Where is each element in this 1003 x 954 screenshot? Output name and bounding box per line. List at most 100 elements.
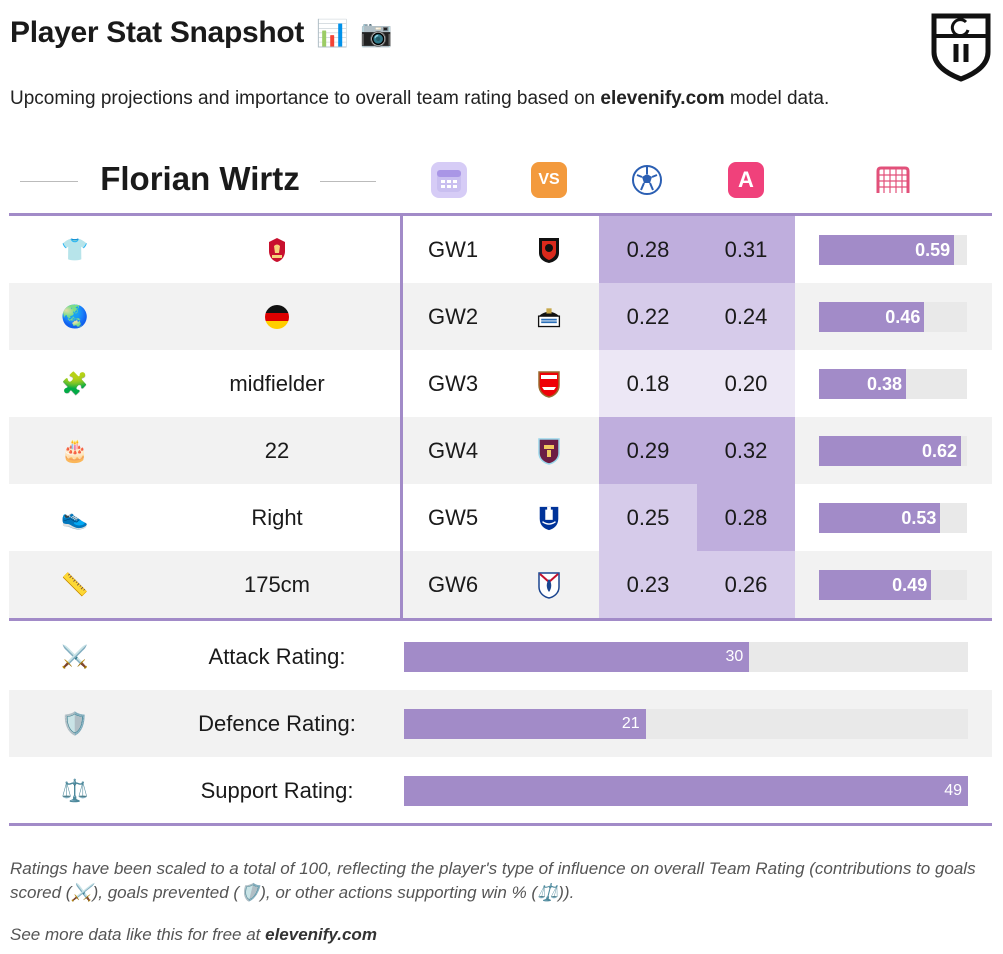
- total-value: 0.62: [921, 441, 957, 461]
- goal-projection: 0.25: [599, 484, 697, 551]
- assist-projection: 0.26: [697, 551, 795, 618]
- rating-value: 21: [621, 715, 640, 732]
- subtitle-text-end: model data.: [724, 88, 830, 109]
- bournemouth-crest: [536, 235, 562, 265]
- arsenal-crest: [536, 369, 562, 399]
- football-icon: [629, 162, 665, 198]
- profile-cell: Right: [159, 484, 395, 551]
- assist-projection: 0.20: [697, 350, 795, 417]
- profile-value: midfielder: [229, 370, 325, 396]
- total-bar-fill: 0.59: [819, 235, 955, 265]
- rating-bar: 49: [404, 776, 968, 806]
- table-top-rule: [9, 213, 992, 216]
- see-more: See more data like this for free at elev…: [10, 925, 377, 945]
- goal-projection: 0.28: [599, 216, 697, 283]
- assist-projection: 0.28: [697, 484, 795, 551]
- scales-icon: ⚖️: [537, 883, 559, 902]
- rating-bar: 21: [404, 709, 968, 739]
- see-more-text: See more data like this for free at: [10, 925, 266, 944]
- opponent-burnley-crest: [519, 417, 579, 484]
- shoe-icon: 👟: [61, 504, 89, 530]
- gameweek-label: GW1: [428, 236, 479, 262]
- rating-row: ⚔️ Attack Rating: 30: [9, 623, 992, 690]
- goal-projection: 0.23: [599, 551, 697, 618]
- shield-icon: 🛡️: [239, 883, 261, 902]
- rating-row: ⚖️ Support Rating: 49: [9, 757, 992, 824]
- assist-projection: 0.31: [697, 216, 795, 283]
- rating-bar: 30: [404, 642, 968, 672]
- rating-value: 30: [725, 648, 744, 665]
- a-button-icon: A: [728, 162, 764, 198]
- elevenify-logo-icon: [931, 13, 991, 82]
- cake-icon: 🎂: [61, 437, 89, 463]
- total-value: 0.53: [901, 508, 937, 528]
- subtitle: Upcoming projections and importance to o…: [10, 88, 829, 110]
- profile-cell: 22: [159, 417, 395, 484]
- burnley-crest: [536, 436, 562, 466]
- profile-value: 175cm: [243, 571, 311, 597]
- total-bar: 0.53: [819, 503, 967, 533]
- shirt-icon: 👕: [61, 236, 89, 262]
- total-value: 0.59: [915, 240, 951, 260]
- profile-cell: [159, 283, 395, 350]
- total-bar-fill: 0.53: [819, 503, 941, 533]
- footnote-text: )).: [558, 883, 575, 902]
- rating-value: 49: [944, 782, 962, 799]
- column-separator: [400, 215, 403, 619]
- bar-chart-icon: 📊: [316, 17, 349, 48]
- page-title: Player Stat Snapshot 📊 📷: [10, 16, 393, 50]
- crossed-swords-icon: ⚔️: [71, 883, 93, 902]
- scales-icon: ⚖️: [61, 777, 89, 803]
- player-name: Florian Wirtz: [100, 160, 300, 197]
- gameweek-label: GW3: [428, 370, 479, 396]
- see-more-link[interactable]: elevenify.com: [265, 925, 377, 944]
- crystal-palace-crest: [536, 570, 562, 600]
- footnote-text: ), goals prevented (: [92, 883, 240, 902]
- table-header: Florian Wirtz VS A: [0, 148, 1003, 212]
- goal-projection: 0.22: [599, 283, 697, 350]
- goal-projection: 0.18: [599, 350, 697, 417]
- rating-label: Defence Rating:: [198, 710, 356, 736]
- table-row: 👕 GW1 0.28 0.31 0.59: [9, 216, 992, 283]
- divider: [320, 181, 376, 182]
- opponent-everton-crest: [519, 484, 579, 551]
- subtitle-text: Upcoming projections and importance to o…: [10, 88, 601, 109]
- assist-projection: 0.24: [697, 283, 795, 350]
- gameweek-label: GW4: [428, 437, 479, 463]
- rating-row: 🛡️ Defence Rating: 21: [9, 690, 992, 757]
- assist-projection: 0.32: [697, 417, 795, 484]
- profile-cell: [159, 216, 395, 283]
- subtitle-site-link[interactable]: elevenify.com: [600, 88, 725, 109]
- ratings-top-rule: [9, 618, 992, 621]
- germany-flag: [264, 302, 290, 332]
- crossed-swords-icon: ⚔️: [61, 643, 89, 669]
- opponent-crystal-palace-crest: [519, 551, 579, 618]
- puzzle-icon: 🧩: [61, 370, 89, 396]
- table-row: 🎂 22 GW4 0.29 0.32 0.62: [9, 417, 992, 484]
- globe-icon: 🌏: [61, 303, 89, 329]
- total-bar: 0.49: [819, 570, 967, 600]
- opponent-arsenal-crest: [519, 350, 579, 417]
- ratings-bottom-rule: [9, 823, 992, 826]
- newcastle-crest: [536, 302, 562, 332]
- divider: [20, 181, 78, 182]
- rating-label: Support Rating:: [200, 777, 354, 803]
- gameweek-label: GW2: [428, 303, 479, 329]
- everton-crest: [536, 503, 562, 533]
- total-bar-fill: 0.46: [819, 302, 925, 332]
- gameweek-label: GW6: [428, 571, 479, 597]
- total-bar: 0.62: [819, 436, 967, 466]
- table-row: 🌏 GW2 0.22 0.24 0.46: [9, 283, 992, 350]
- total-bar-fill: 0.38: [819, 369, 907, 399]
- camera-icon: 📷: [360, 17, 393, 48]
- total-bar-fill: 0.49: [819, 570, 932, 600]
- title-text: Player Stat Snapshot: [10, 16, 305, 49]
- footnote-text: Ratings have been scaled to a total of 1…: [10, 859, 976, 902]
- total-bar: 0.59: [819, 235, 967, 265]
- ruler-icon: 📏: [61, 571, 89, 597]
- total-bar-fill: 0.62: [819, 436, 961, 466]
- goal-projection: 0.29: [599, 417, 697, 484]
- profile-value: 22: [264, 437, 290, 463]
- liverpool-crest: [264, 235, 290, 265]
- vs-icon: VS: [531, 162, 567, 198]
